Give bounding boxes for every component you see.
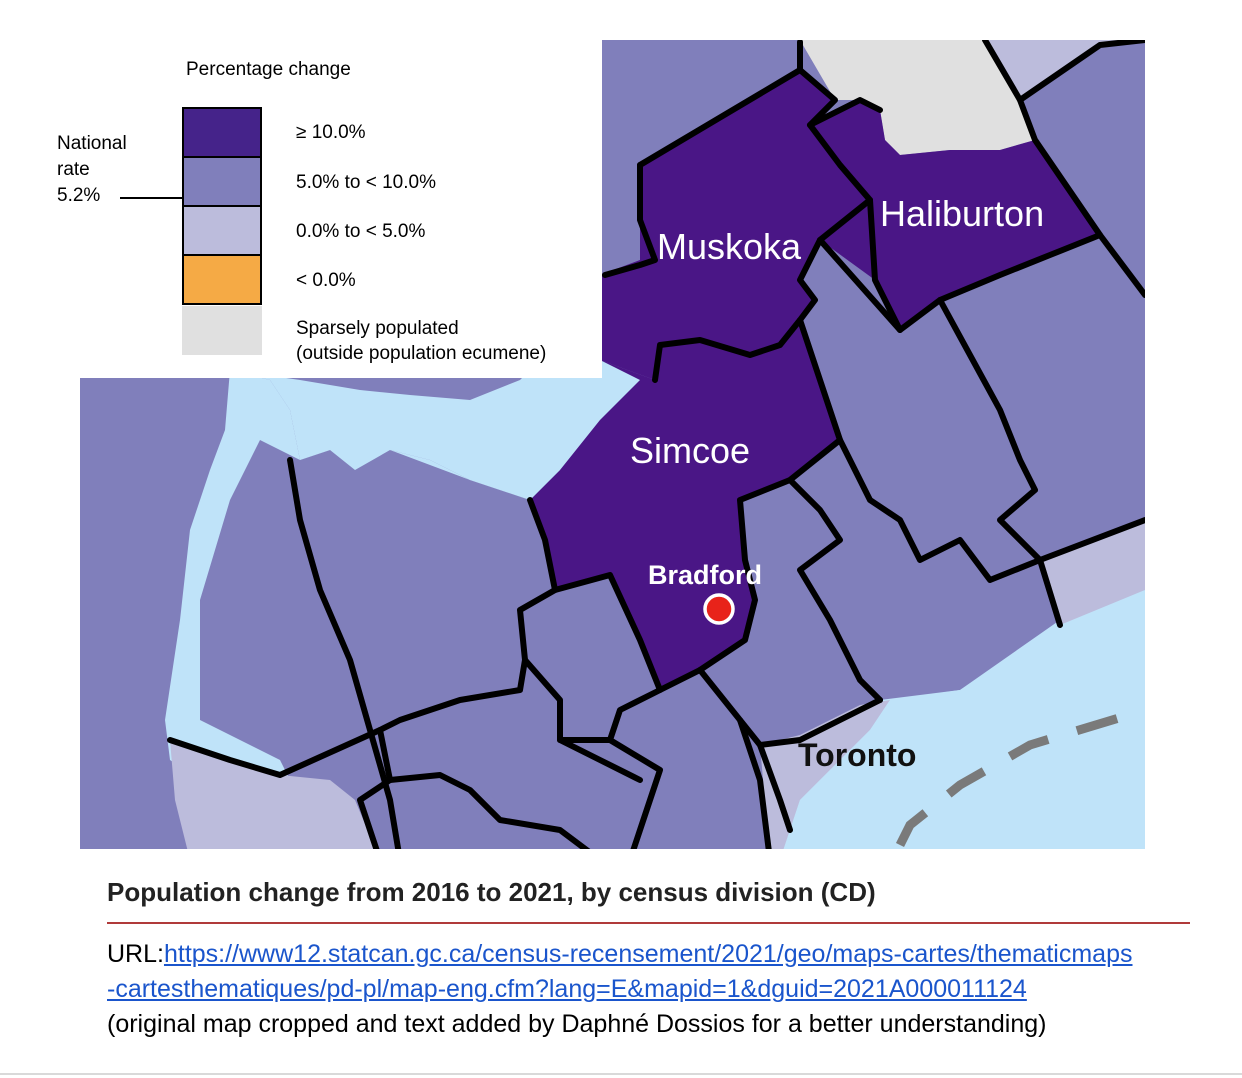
map-canvas — [80, 40, 1145, 849]
haliburton-label: Haliburton — [880, 193, 1045, 234]
legend-swatch-sparse — [182, 306, 262, 355]
national-rate-pointer — [120, 197, 184, 199]
legend-title: Percentage change — [186, 59, 351, 80]
region-light-east — [1040, 520, 1145, 625]
legend-swatch-mid — [182, 156, 262, 207]
region-light-toronto — [760, 700, 890, 849]
region-light-sw — [170, 740, 376, 849]
muskoka-label: Muskoka — [657, 226, 802, 267]
dashed-border-line — [895, 705, 1145, 848]
bradford-marker — [703, 593, 735, 625]
caption-divider — [107, 922, 1190, 924]
region-sparse — [800, 40, 1035, 155]
url-prefix: URL: — [107, 940, 164, 968]
source-block: URL:https://www12.statcan.gc.ca/census-r… — [107, 937, 1207, 1042]
source-link-part1[interactable]: https://www12.statcan.gc.ca/census-recen… — [163, 940, 1133, 968]
url-line-2: -cartesthematiques/pd-pl/map-eng.cfm?lan… — [107, 972, 1207, 1007]
toronto-label: Toronto — [798, 737, 917, 773]
bradford-label: Bradford — [648, 560, 762, 590]
lake-ontario — [783, 590, 1145, 849]
national-rate-line1: National — [57, 133, 127, 154]
attribution-note: (original map cropped and text added by … — [107, 1010, 1047, 1038]
region-haliburton — [810, 100, 1100, 330]
legend-swatch-high — [182, 107, 262, 158]
legend-label-sparse: Sparsely populated (outside population e… — [296, 316, 546, 366]
georgian-bay — [230, 340, 640, 500]
bottom-divider — [0, 1073, 1242, 1075]
caption-title: Population change from 2016 to 2021, by … — [107, 877, 876, 907]
legend-swatch-low — [182, 205, 262, 256]
region-muskoka — [600, 70, 870, 380]
map-legend: Percentage change National rate 5.2% ≥ 1… — [57, 40, 602, 378]
legend-label-low: 0.0% to < 5.0% — [296, 221, 426, 242]
national-rate-line2: rate — [57, 159, 90, 180]
division-boundaries — [167, 40, 1145, 849]
national-rate-value: 5.2% — [57, 185, 101, 206]
legend-label-negative: < 0.0% — [296, 270, 356, 291]
legend-label-sparse-line2: (outside population ecumene) — [296, 343, 547, 364]
census-map: Muskoka Haliburton Simcoe Bradford Toron… — [57, 40, 1145, 849]
national-rate-label: National rate 5.2% — [57, 131, 127, 209]
legend-label-mid: 5.0% to < 10.0% — [296, 172, 436, 193]
url-line-1: URL:https://www12.statcan.gc.ca/census-r… — [107, 937, 1207, 972]
simcoe-label: Simcoe — [630, 430, 751, 471]
legend-label-high: ≥ 10.0% — [296, 122, 366, 143]
source-link-part2[interactable]: -cartesthematiques/pd-pl/map-eng.cfm?lan… — [107, 975, 1027, 1003]
legend-label-sparse-line1: Sparsely populated — [296, 318, 459, 339]
legend-swatch-negative — [182, 254, 262, 305]
